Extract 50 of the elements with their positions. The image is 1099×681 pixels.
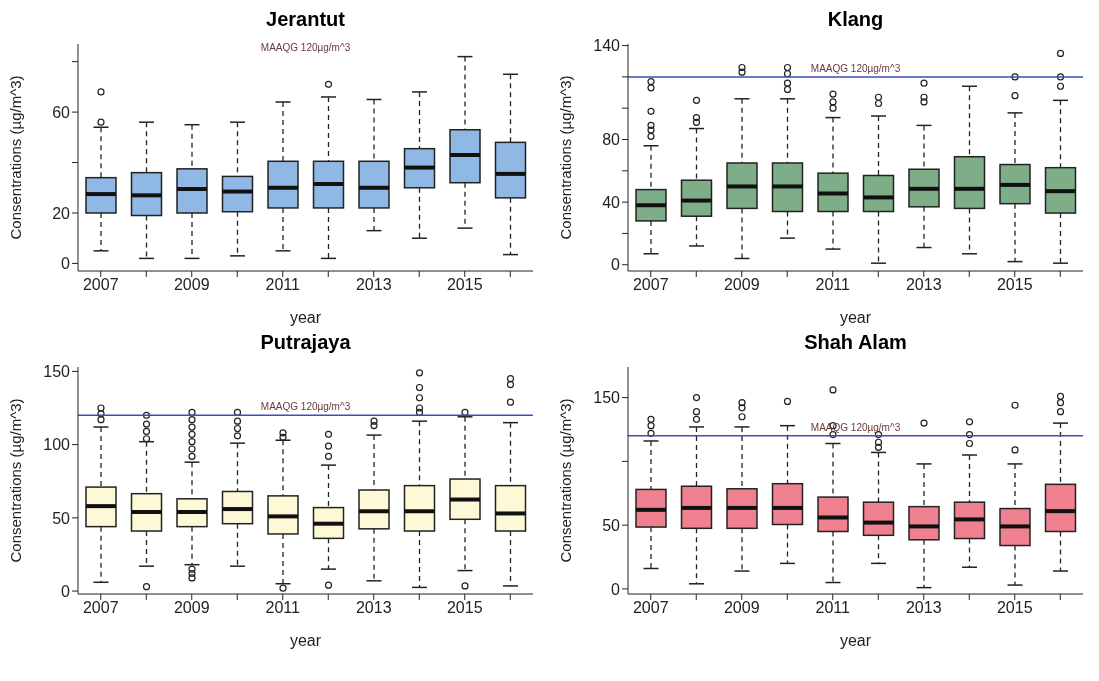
x-tick-label: 2015	[446, 276, 483, 294]
x-tick-label: 2011	[815, 276, 851, 294]
x-tick-label: 2015	[996, 599, 1033, 617]
x-tick-label: 2007	[632, 276, 669, 294]
x-tick-label: 2007	[82, 599, 119, 617]
x-axis-title: year	[839, 309, 872, 326]
x-tick-label: 2013	[905, 276, 942, 294]
x-axis-title: year	[289, 309, 322, 326]
y-tick-label: 0	[611, 256, 621, 274]
y-tick-label: 40	[602, 193, 621, 211]
y-axis-title: Consentrations (µg/m^3)	[557, 75, 575, 240]
x-tick-label: 2009	[723, 599, 760, 617]
x-tick-label: 2009	[173, 276, 210, 294]
y-tick-label: 0	[61, 582, 71, 600]
y-tick-label: 100	[43, 436, 71, 454]
annotation: MAAQG 120µg/m^3	[259, 42, 352, 53]
x-axis-title: year	[289, 632, 322, 649]
chart-title: Jerantut	[265, 8, 346, 32]
y-axis-title: Consentrations (µg/m^3)	[7, 75, 25, 240]
y-tick-label: 50	[602, 516, 621, 534]
y-tick-label: 140	[593, 37, 621, 55]
x-tick-label: 2013	[355, 276, 392, 294]
x-tick-label: 2011	[265, 599, 301, 617]
x-tick-label: 2013	[905, 599, 942, 617]
x-tick-label: 2011	[815, 599, 851, 617]
x-tick-label: 2015	[996, 276, 1033, 294]
x-tick-label: 2015	[446, 599, 483, 617]
y-tick-label: 50	[52, 509, 71, 527]
y-tick-label: 150	[43, 363, 71, 381]
chart-title: Putrajaya	[259, 331, 352, 355]
x-tick-label: 2007	[82, 276, 119, 294]
x-tick-label: 2013	[355, 599, 392, 617]
x-tick-label: 2007	[632, 599, 669, 617]
y-tick-label: 20	[52, 204, 71, 222]
ref-line-label: MAAQG 120µg/m^3	[260, 401, 351, 413]
y-axis-title: Consentrations (µg/m^3)	[557, 398, 575, 563]
y-tick-label: 0	[611, 580, 621, 598]
chart-title: Klang	[826, 8, 885, 32]
x-tick-label: 2011	[265, 276, 301, 294]
chart-title: Shah Alam	[803, 331, 908, 355]
ref-line-label: MAAQG 120µg/m^3	[810, 421, 901, 433]
x-tick-label: 2009	[723, 276, 760, 294]
y-tick-label: 60	[52, 103, 71, 121]
ref-line-label: MAAQG 120µg/m^3	[810, 62, 901, 74]
x-tick-label: 2009	[173, 599, 210, 617]
x-axis-title: year	[839, 632, 872, 649]
y-tick-label: 0	[61, 255, 71, 273]
y-tick-label: 80	[602, 131, 621, 149]
y-tick-label: 150	[593, 389, 621, 407]
y-axis-title: Consentrations (µg/m^3)	[7, 398, 25, 563]
